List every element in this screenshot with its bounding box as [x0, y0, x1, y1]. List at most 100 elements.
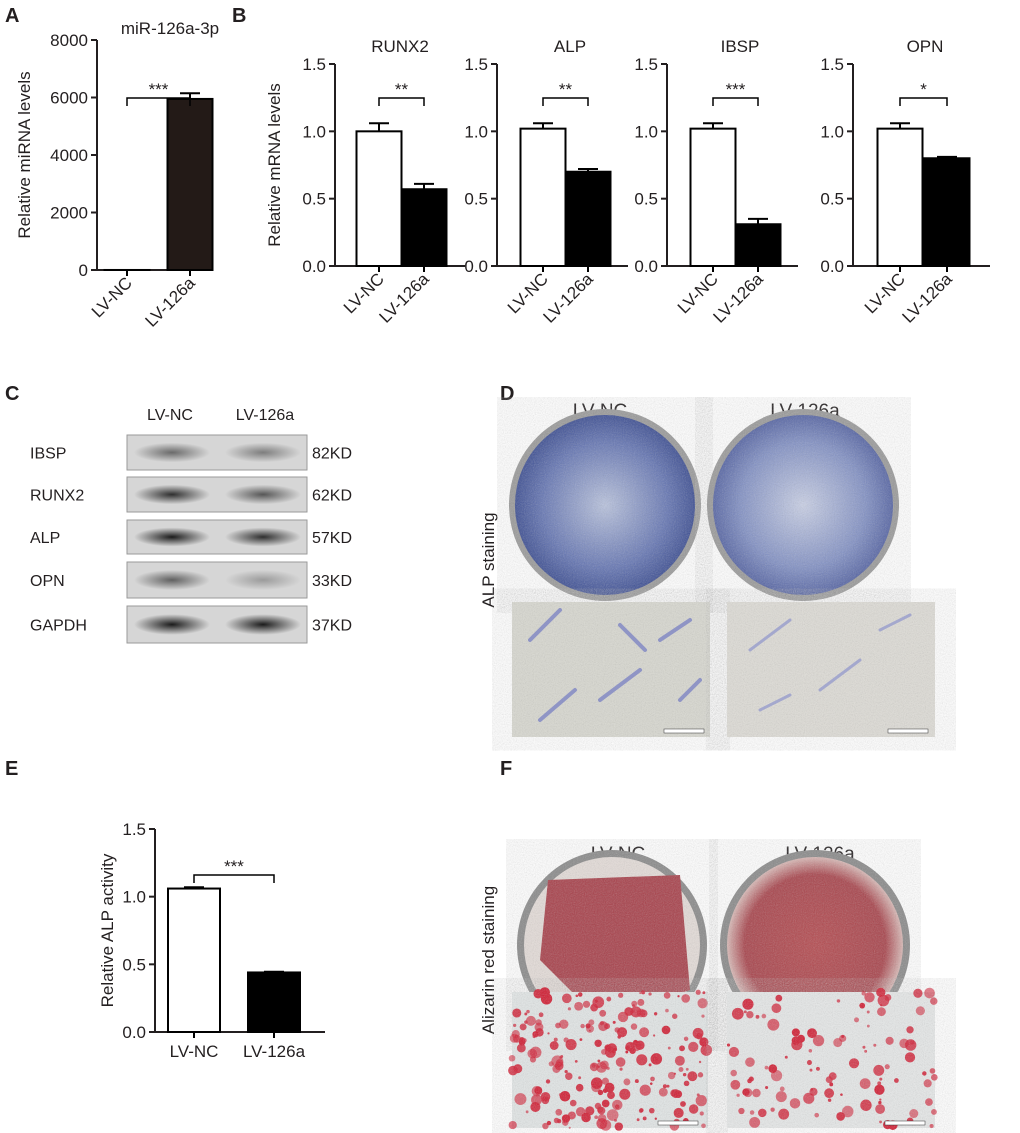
panel-label-a: A: [5, 5, 19, 27]
significance-marker: ***: [149, 80, 169, 99]
x-tick-label: LV-126a: [243, 1042, 306, 1061]
y-tick-label: 6000: [50, 89, 88, 108]
y-tick-label: 1.5: [820, 55, 844, 74]
y-tick-label: 0.0: [820, 257, 844, 276]
y-tick-label: 1.0: [302, 122, 326, 141]
wb-size-label: 82KD: [312, 446, 352, 463]
panel-label-b: B: [232, 5, 246, 27]
alizarin-staining-label: Alizarin red staining: [479, 886, 498, 1034]
wb-band: [134, 527, 210, 547]
scale-bar: [887, 728, 929, 734]
x-tick-label: LV-126a: [709, 269, 767, 327]
significance-bracket: [712, 97, 759, 106]
alp-staining-panel: LV-NC LV-126a ALP staining: [479, 401, 935, 737]
x-tick-label: LV-NC: [88, 273, 136, 321]
chart-title: ALP: [554, 37, 586, 56]
significance-bracket: [378, 97, 425, 106]
bar-lv-nc: [167, 887, 221, 1034]
wb-protein-label: OPN: [30, 573, 65, 590]
wb-protein-label: ALP: [30, 530, 60, 547]
x-tick-label: LV-126a: [539, 269, 597, 327]
wb-band: [134, 569, 210, 591]
alizarin-micrograph-lv-nc: [508, 987, 713, 1131]
bar-lv-nc: [355, 130, 403, 267]
bar-lv-126a: [923, 157, 971, 267]
wb-column-lv-nc: LV-NC: [147, 407, 193, 424]
significance-marker: **: [395, 80, 409, 99]
y-tick-label: 2000: [50, 204, 88, 223]
panel-label-f: F: [500, 758, 512, 780]
scale-bar: [884, 1120, 926, 1126]
wb-band: [225, 442, 301, 463]
y-tick-label: 1.0: [820, 122, 844, 141]
y-tick-label: 0.5: [634, 190, 658, 209]
wb-size-label: 37KD: [312, 618, 352, 635]
bar-lv-126a: [564, 170, 612, 268]
y-tick-label: 0.5: [820, 190, 844, 209]
y-tick-label: 0.5: [122, 955, 146, 974]
y-tick-label: 0: [79, 261, 88, 280]
significance-bracket: [193, 874, 275, 883]
wb-row-ibsp: IBSP 82KD: [30, 434, 352, 471]
bar-lv-126a: [166, 97, 214, 271]
alizarin-staining-panel: LV-NC LV-126a Alizarin red staining: [479, 844, 938, 1131]
scale-bar: [663, 728, 705, 734]
wb-band: [225, 614, 301, 635]
wb-band: [225, 484, 301, 505]
y-tick-label: 1.5: [464, 55, 488, 74]
y-tick-label: 1.5: [302, 55, 326, 74]
x-tick-label: LV-126a: [141, 273, 199, 331]
y-tick-label: 8000: [50, 31, 88, 50]
significance-marker: **: [559, 80, 573, 99]
y-tick-label: 0.5: [302, 190, 326, 209]
significance-marker: ***: [224, 857, 244, 876]
x-tick-label: LV-126a: [898, 269, 956, 327]
bar-lv-nc: [876, 127, 924, 267]
panel-label-c: C: [5, 383, 19, 405]
western-blot: LV-NC LV-126a IBSP 82KD RUNX2 62KD ALP 57KD OP…: [30, 407, 352, 644]
y-tick-label: 0.0: [302, 257, 326, 276]
y-axis-label: Relative ALP activity: [98, 853, 117, 1007]
alp-micrograph-lv-nc: [512, 602, 710, 737]
alp-dish-lv-nc: [509, 409, 701, 601]
bar-lv-nc: [689, 127, 737, 267]
wb-protein-label: GAPDH: [30, 618, 87, 635]
y-tick-label: 1.0: [122, 888, 146, 907]
y-axis-label: Relative miRNA levels: [15, 71, 34, 238]
wb-band: [134, 484, 210, 505]
significance-bracket: [899, 97, 948, 106]
x-tick-label: LV-NC: [170, 1042, 219, 1061]
chart-E: 0.0 0.5 1.0 1.5 Relative ALP activity LV-NC LV…: [98, 820, 325, 1061]
alp-dish-lv-126a: [707, 409, 899, 601]
y-tick-label: 0.0: [464, 257, 488, 276]
y-axis-label: Relative mRNA levels: [265, 83, 284, 246]
significance-bracket: [542, 97, 589, 106]
y-tick-label: 1.5: [122, 820, 146, 839]
wb-band: [134, 614, 210, 635]
wb-row-runx2: RUNX2 62KD: [30, 476, 352, 513]
alp-staining-label: ALP staining: [479, 512, 498, 607]
bar-lv-126a: [400, 188, 448, 268]
chart-title: miR-126a-3p: [121, 19, 219, 38]
y-tick-label: 0.0: [634, 257, 658, 276]
wb-row-opn: OPN 33KD: [30, 561, 352, 599]
y-tick-label: 4000: [50, 146, 88, 165]
chart-title: OPN: [907, 37, 944, 56]
panel-label-d: D: [500, 383, 514, 405]
y-tick-label: 1.0: [634, 122, 658, 141]
y-tick-label: 0.5: [464, 190, 488, 209]
scale-bar: [657, 1120, 699, 1126]
wb-size-label: 33KD: [312, 573, 352, 590]
wb-band: [134, 442, 210, 463]
bar-lv-126a: [734, 223, 782, 267]
chart-B1: 0.0 0.5 1.0 1.5 RUNX2 Relative mRNA levels LV-…: [265, 37, 465, 327]
wb-band: [225, 569, 301, 591]
significance-bracket: [126, 97, 191, 106]
wb-row-gapdh: GAPDH 37KD: [30, 605, 352, 644]
chart-title: IBSP: [721, 37, 760, 56]
alp-micrograph-lv-126a: [727, 602, 935, 737]
chart-A: 0 2000 4000 6000 8000 miR-126a-3p Relative miR…: [15, 19, 219, 331]
